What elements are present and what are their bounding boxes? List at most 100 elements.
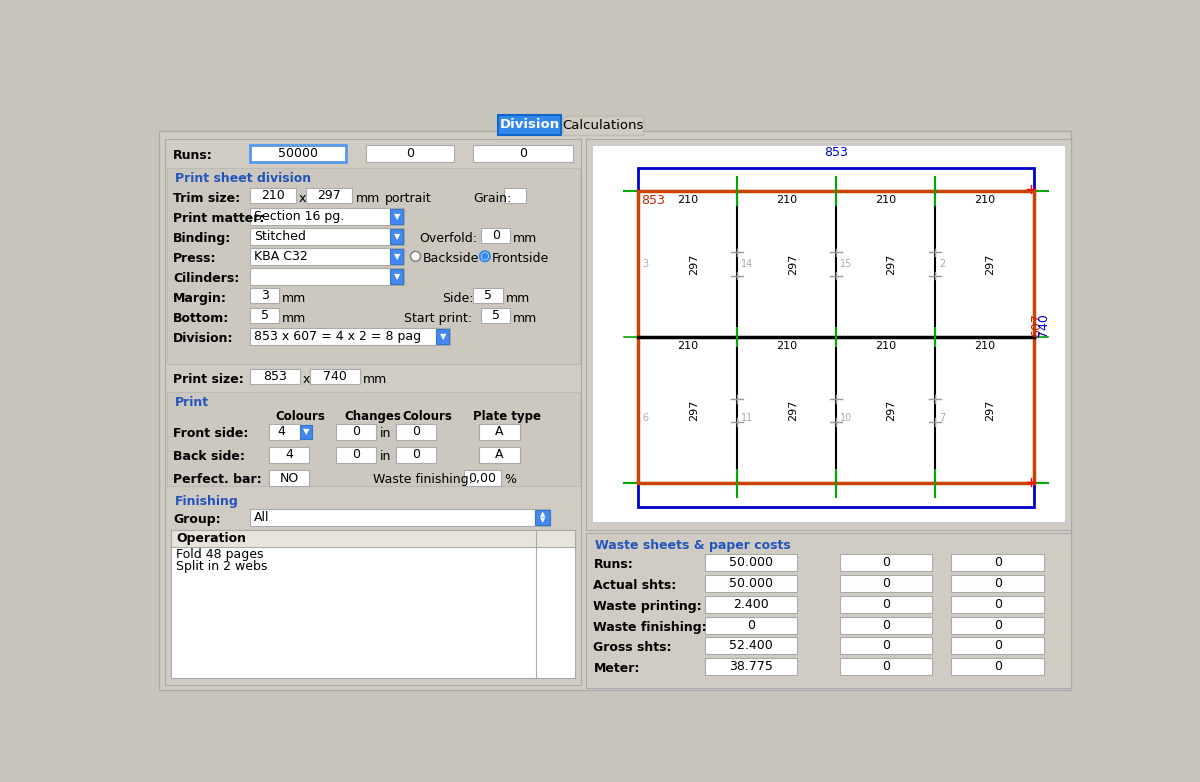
Text: Actual shts:: Actual shts: bbox=[594, 579, 677, 592]
Text: 0,00: 0,00 bbox=[468, 472, 497, 485]
Text: 210: 210 bbox=[776, 341, 797, 351]
Text: Back side:: Back side: bbox=[173, 450, 245, 464]
Text: Runs:: Runs: bbox=[173, 149, 212, 162]
Text: Trim size:: Trim size: bbox=[173, 192, 240, 205]
Text: Waste printing:: Waste printing: bbox=[594, 600, 702, 613]
Text: 297: 297 bbox=[787, 400, 798, 421]
Text: Division: Division bbox=[499, 118, 559, 131]
Text: 0: 0 bbox=[882, 556, 890, 569]
Bar bbox=[464, 470, 502, 486]
Text: Fold 48 pages: Fold 48 pages bbox=[176, 548, 264, 561]
Bar bbox=[250, 509, 551, 526]
Text: Finishing: Finishing bbox=[174, 495, 239, 508]
Text: 0: 0 bbox=[406, 147, 414, 160]
Bar bbox=[638, 168, 1034, 507]
Circle shape bbox=[410, 251, 420, 261]
Text: in: in bbox=[379, 450, 391, 464]
Text: mm: mm bbox=[355, 192, 379, 205]
Text: 15: 15 bbox=[840, 259, 852, 269]
Text: mm: mm bbox=[282, 292, 307, 305]
Bar bbox=[706, 596, 798, 613]
Bar bbox=[706, 554, 798, 571]
Bar bbox=[250, 208, 404, 224]
Text: 853 x 607 = 4 x 2 = 8 pag: 853 x 607 = 4 x 2 = 8 pag bbox=[254, 330, 421, 343]
Bar bbox=[840, 596, 932, 613]
Text: 297: 297 bbox=[887, 253, 896, 274]
Text: Binding:: Binding: bbox=[173, 231, 232, 245]
Text: in: in bbox=[379, 427, 391, 440]
Text: Waste sheets & paper costs: Waste sheets & paper costs bbox=[595, 539, 791, 552]
Text: 210: 210 bbox=[262, 189, 284, 202]
Bar bbox=[390, 228, 403, 244]
Text: 297: 297 bbox=[689, 253, 698, 274]
Bar bbox=[840, 637, 932, 655]
Text: 210: 210 bbox=[875, 341, 896, 351]
Text: Frontside: Frontside bbox=[492, 252, 550, 264]
Text: x: x bbox=[299, 192, 306, 205]
Text: Cilinders:: Cilinders: bbox=[173, 271, 239, 285]
Bar bbox=[250, 288, 280, 303]
Text: 0: 0 bbox=[882, 577, 890, 590]
Text: 0: 0 bbox=[520, 147, 527, 160]
Text: Calculations: Calculations bbox=[562, 119, 643, 132]
Bar bbox=[269, 447, 310, 463]
Text: Print size:: Print size: bbox=[173, 372, 244, 386]
Text: 853: 853 bbox=[263, 370, 287, 383]
Bar bbox=[396, 447, 437, 463]
Bar bbox=[840, 658, 932, 675]
Text: Gross shts:: Gross shts: bbox=[594, 641, 672, 655]
Text: mm: mm bbox=[505, 292, 530, 305]
Circle shape bbox=[482, 253, 487, 259]
Text: 210: 210 bbox=[677, 195, 698, 205]
Text: A: A bbox=[496, 425, 504, 439]
Text: 0: 0 bbox=[994, 598, 1002, 611]
Bar bbox=[952, 554, 1044, 571]
Bar bbox=[706, 658, 798, 675]
Text: ▼: ▼ bbox=[394, 272, 401, 281]
Text: Waste finishing:: Waste finishing: bbox=[373, 473, 473, 486]
Bar bbox=[310, 369, 360, 384]
Text: mm: mm bbox=[364, 372, 388, 386]
Text: Changes: Changes bbox=[344, 411, 401, 423]
Bar bbox=[952, 637, 1044, 655]
Bar bbox=[473, 288, 503, 303]
Bar bbox=[269, 424, 300, 439]
Bar bbox=[250, 188, 296, 203]
Text: 2: 2 bbox=[938, 259, 946, 269]
Bar bbox=[638, 191, 1034, 483]
Bar bbox=[250, 308, 280, 323]
Bar bbox=[396, 424, 437, 439]
Text: 297: 297 bbox=[985, 253, 996, 274]
Bar bbox=[481, 228, 510, 243]
Text: 4: 4 bbox=[277, 425, 284, 439]
Text: Start print:: Start print: bbox=[404, 312, 472, 325]
Text: 0: 0 bbox=[882, 598, 890, 611]
Text: ▼: ▼ bbox=[394, 212, 401, 221]
Bar bbox=[250, 248, 404, 265]
Text: 0: 0 bbox=[353, 448, 360, 461]
Text: 0: 0 bbox=[994, 660, 1002, 673]
Text: 7: 7 bbox=[938, 413, 946, 423]
Text: x: x bbox=[302, 372, 310, 386]
Bar bbox=[172, 530, 575, 547]
Bar bbox=[592, 145, 1064, 522]
Bar bbox=[366, 145, 454, 162]
Text: Print matter:: Print matter: bbox=[173, 212, 264, 224]
Text: 0: 0 bbox=[748, 619, 755, 632]
Text: 740: 740 bbox=[1037, 314, 1050, 337]
Text: Waste finishing:: Waste finishing: bbox=[594, 621, 707, 633]
Text: 0: 0 bbox=[353, 425, 360, 439]
Text: mm: mm bbox=[514, 231, 538, 245]
Text: 6: 6 bbox=[642, 413, 648, 423]
Text: 297: 297 bbox=[689, 400, 698, 421]
Bar bbox=[390, 269, 403, 284]
Text: Press:: Press: bbox=[173, 252, 216, 264]
Text: portrait: portrait bbox=[385, 192, 432, 205]
Text: 0: 0 bbox=[994, 619, 1002, 632]
Bar bbox=[336, 447, 377, 463]
Text: 50000: 50000 bbox=[278, 147, 318, 160]
Text: ▼: ▼ bbox=[394, 252, 401, 261]
Text: Division:: Division: bbox=[173, 332, 234, 345]
Bar bbox=[250, 268, 404, 285]
Text: Grain:: Grain: bbox=[473, 192, 511, 205]
